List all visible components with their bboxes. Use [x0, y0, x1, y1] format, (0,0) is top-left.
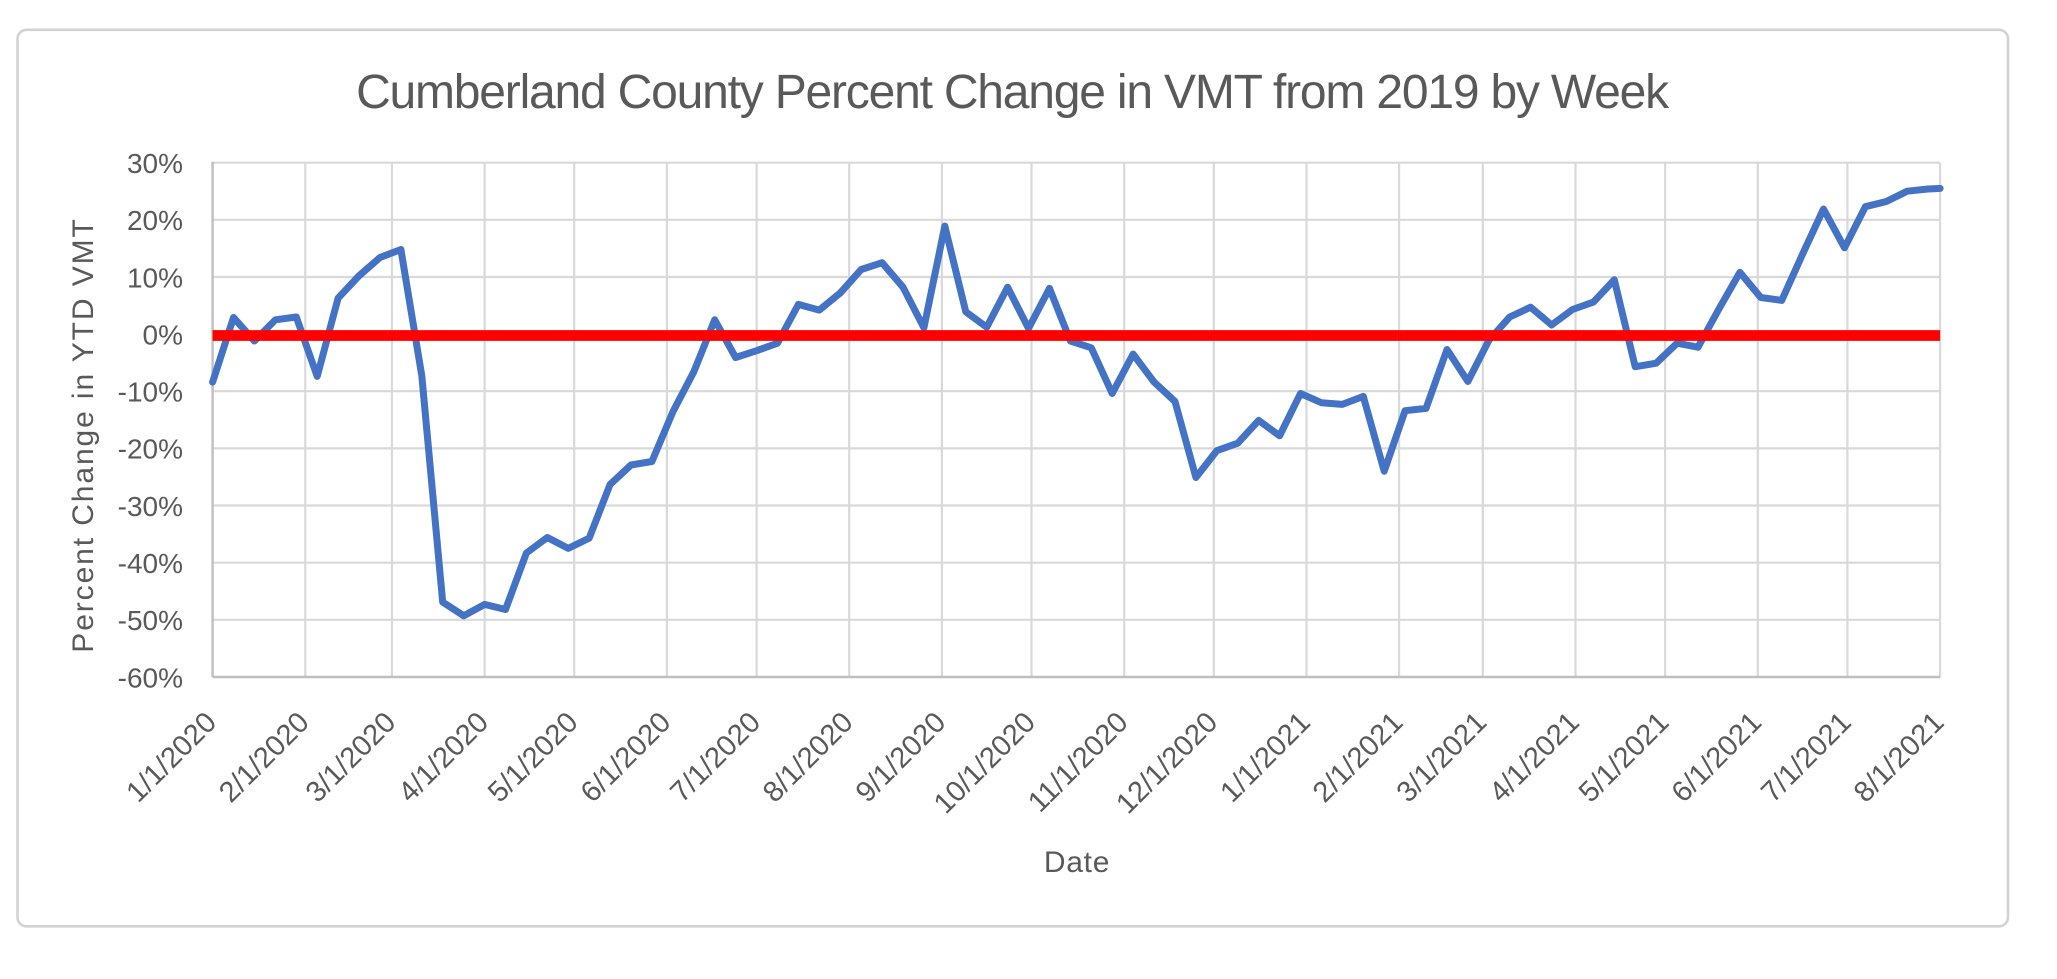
svg-text:0%: 0% — [143, 319, 183, 350]
svg-text:30%: 30% — [127, 148, 183, 179]
svg-text:-10%: -10% — [118, 377, 183, 408]
svg-text:10%: 10% — [127, 262, 183, 293]
svg-text:-50%: -50% — [118, 605, 183, 636]
svg-text:20%: 20% — [127, 205, 183, 236]
svg-text:-30%: -30% — [118, 491, 183, 522]
svg-text:Cumberland County Percent Chan: Cumberland County Percent Change in VMT … — [356, 66, 1670, 119]
svg-text:Date: Date — [1044, 846, 1110, 879]
svg-text:-40%: -40% — [118, 548, 183, 579]
svg-text:-60%: -60% — [118, 662, 183, 693]
svg-text:Percent Change in YTD VMT: Percent Change in YTD VMT — [67, 217, 100, 652]
svg-text:-20%: -20% — [118, 434, 183, 465]
